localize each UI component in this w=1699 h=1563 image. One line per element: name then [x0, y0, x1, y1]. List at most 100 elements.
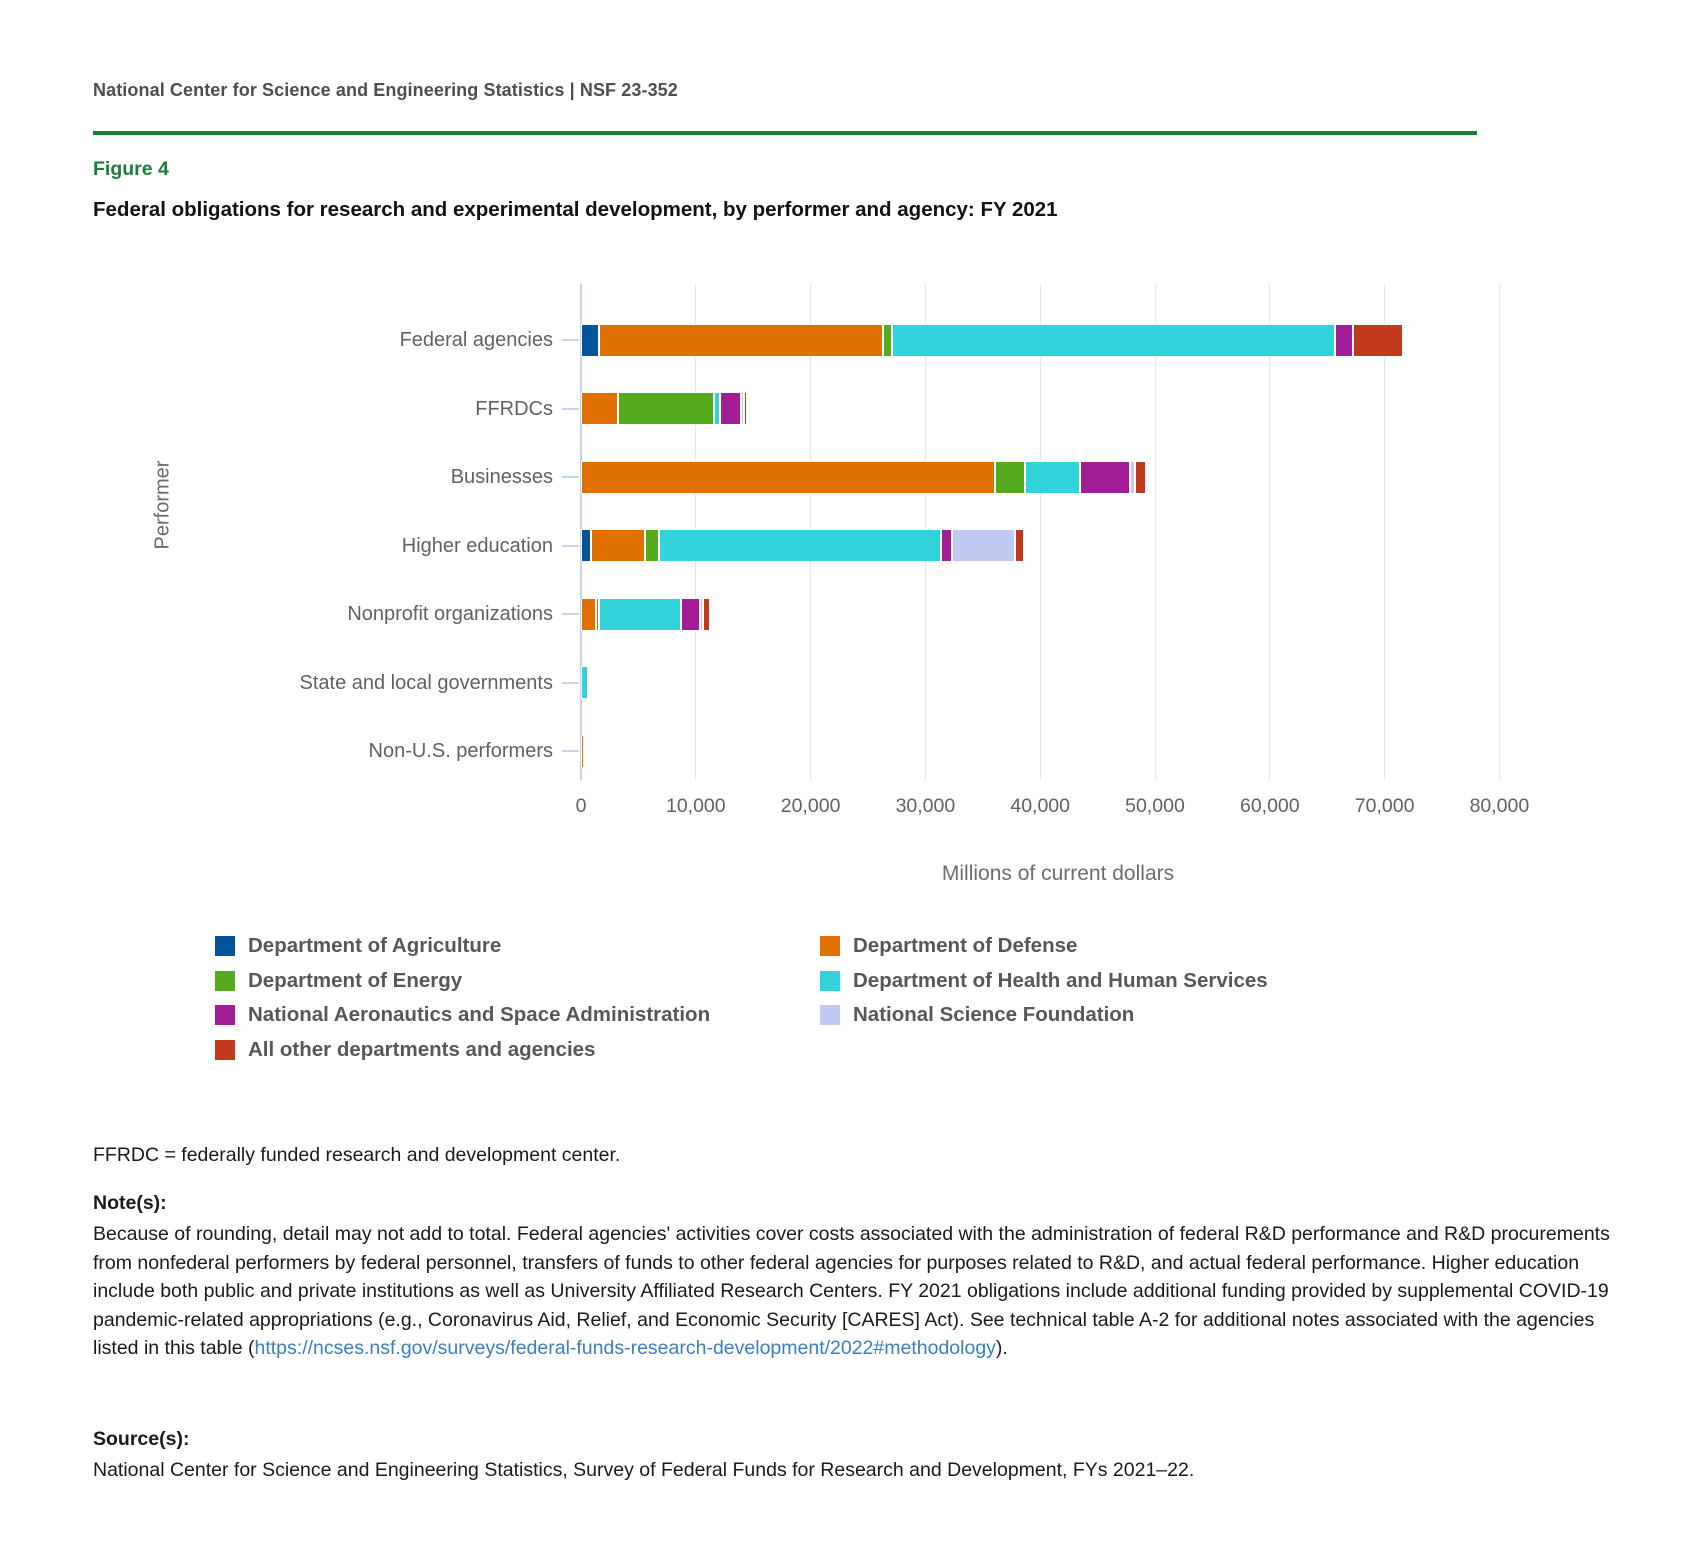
y-tick: [562, 613, 579, 615]
bar-segment-all-other-departments-and-agencies[interactable]: [702, 597, 710, 631]
bar-segment-national-science-foundation[interactable]: [951, 529, 1015, 562]
bar-segment-department-of-defense[interactable]: [581, 392, 619, 425]
bar-segment-national-science-foundation[interactable]: [699, 597, 703, 631]
x-tick-label: 0: [575, 795, 587, 817]
legend-swatch: [215, 936, 235, 956]
bar-chart: Performer 0 10,000 20,000 30,000 40,000 50,00…: [151, 284, 1529, 1072]
methodology-link[interactable]: https://ncses.nsf.gov/surveys/federal-fu…: [254, 1337, 996, 1359]
bar-segment-department-of-energy[interactable]: [995, 460, 1025, 494]
figure-label: Figure 4: [93, 158, 169, 180]
y-tick: [562, 681, 579, 684]
bar-segment-national-aeronautics-and-space-administration[interactable]: [1080, 460, 1131, 494]
notes-text: Because of rounding, detail may not add …: [93, 1220, 1615, 1363]
legend-swatch: [820, 936, 840, 956]
bar-segment-department-of-health-and-human-services[interactable]: [659, 529, 941, 562]
legend-item-national-science-foundation[interactable]: National Science Foundation: [820, 1003, 1268, 1027]
bar-segment-department-of-energy[interactable]: [645, 529, 660, 562]
bar-segment-all-other-departments-and-agencies[interactable]: [1353, 323, 1404, 357]
legend-swatch: [215, 1005, 235, 1025]
bar-segment-national-science-foundation[interactable]: [1130, 460, 1135, 494]
bar-segment-department-of-agriculture[interactable]: [581, 323, 600, 357]
report-header: National Center for Science and Engineer…: [93, 80, 678, 100]
bar-segment-department-of-energy[interactable]: [883, 323, 892, 357]
figure-title: Federal obligations for research and exp…: [93, 198, 1058, 221]
legend-label: All other departments and agencies: [248, 1037, 596, 1061]
bar-segment-department-of-defense[interactable]: [581, 597, 597, 631]
legend-label: National Science Foundation: [853, 1003, 1135, 1026]
category-label: Federal agencies: [399, 329, 553, 351]
bar-segment-all-other-departments-and-agencies[interactable]: [1134, 460, 1146, 494]
divider-rule: [93, 131, 1477, 135]
legend-swatch: [215, 1039, 235, 1060]
bar-segment-department-of-energy[interactable]: [618, 392, 715, 425]
source-text: National Center for Science and Engineer…: [93, 1459, 1195, 1481]
legend-column-right: Department of Defense Department of Healt…: [820, 934, 1268, 1038]
legend-label: Department of Agriculture: [248, 934, 502, 957]
abbreviation-note: FFRDC = federally funded research and de…: [93, 1144, 621, 1166]
bar-segment-national-aeronautics-and-space-administration[interactable]: [720, 392, 741, 425]
bar-segment-department-of-defense[interactable]: [581, 460, 996, 494]
bar-segment-department-of-health-and-human-services[interactable]: [581, 666, 588, 699]
gridline: [1269, 284, 1271, 780]
bar-segment-national-science-foundation[interactable]: [740, 392, 744, 425]
legend-label: National Aeronautics and Space Administr…: [248, 1003, 711, 1026]
bar-segment-national-aeronautics-and-space-administration[interactable]: [940, 529, 952, 562]
bar-segment-department-of-health-and-human-services[interactable]: [891, 323, 1335, 357]
y-tick: [562, 339, 579, 341]
legend-item-department-of-agriculture[interactable]: Department of Agriculture: [215, 934, 710, 958]
bar-segment-department-of-defense[interactable]: [591, 529, 646, 562]
gridline: [1039, 284, 1041, 780]
bar-state-and-local-governments: [581, 666, 588, 699]
category-label: Nonprofit organizations: [347, 603, 553, 625]
x-tick-label: 50,000: [1125, 795, 1185, 817]
bar-segment-all-other-departments-and-agencies[interactable]: [743, 392, 748, 425]
y-tick: [562, 407, 579, 410]
bar-segment-department-of-health-and-human-services[interactable]: [599, 597, 681, 631]
bar-segment-department-of-energy[interactable]: [596, 597, 600, 631]
bar-higher-education: [581, 529, 1024, 562]
category-label: Higher education: [401, 534, 553, 557]
bar-segment-national-aeronautics-and-space-administration[interactable]: [1334, 323, 1354, 357]
bar-segment-department-of-agriculture[interactable]: [581, 529, 592, 562]
x-tick-label: 60,000: [1239, 795, 1300, 817]
x-tick-label: 30,000: [895, 795, 956, 817]
bar-segment-national-aeronautics-and-space-administration[interactable]: [680, 597, 700, 631]
gridline: [1154, 284, 1156, 780]
category-label: Businesses: [450, 466, 553, 488]
category-label: State and local governments: [299, 671, 554, 694]
legend-item-department-of-health-and-human-services[interactable]: Department of Health and Human Services: [820, 969, 1268, 993]
bar-segment-department-of-health-and-human-services[interactable]: [714, 392, 721, 425]
legend-label: Department of Defense: [853, 934, 1078, 957]
bar-non-u-s-performers: [581, 734, 584, 768]
legend-swatch: [820, 1005, 840, 1025]
x-tick-label: 70,000: [1354, 795, 1415, 817]
bar-ffrdcs: [581, 392, 748, 425]
notes-label: Note(s):: [93, 1192, 167, 1214]
x-axis-title: Millions of current dollars: [941, 862, 1175, 885]
gridline: [1384, 284, 1386, 780]
y-tick: [562, 750, 579, 752]
gridline: [1498, 284, 1500, 780]
legend-item-department-of-defense[interactable]: Department of Defense: [820, 934, 1268, 958]
legend-label: Department of Energy: [248, 968, 463, 992]
x-tick-label: 20,000: [780, 795, 841, 817]
bar-segment-department-of-health-and-human-services[interactable]: [1024, 460, 1081, 494]
bar-businesses: [581, 460, 1146, 494]
legend-label: Department of Health and Human Services: [853, 968, 1268, 992]
source-label: Source(s):: [93, 1428, 190, 1450]
bar-federal-agencies: [581, 323, 1404, 357]
x-tick-label: 40,000: [1010, 795, 1071, 817]
notes-body-text: Because of rounding, detail may not add …: [93, 1223, 1610, 1359]
y-axis-title: Performer: [151, 460, 174, 550]
legend-item-national-aeronautics-and-space-administration[interactable]: National Aeronautics and Space Administr…: [215, 1003, 710, 1027]
legend-item-all-other-departments-and-agencies[interactable]: All other departments and agencies: [215, 1038, 710, 1062]
category-label: FFRDCs: [475, 397, 553, 420]
legend-swatch: [215, 970, 235, 991]
legend-column-left: Department of Agriculture Department of E…: [215, 934, 710, 1072]
bar-segment-all-other-departments-and-agencies[interactable]: [1014, 529, 1024, 562]
bar-segment-department-of-defense[interactable]: [581, 734, 584, 768]
legend-item-department-of-energy[interactable]: Department of Energy: [215, 969, 710, 993]
bar-segment-department-of-defense[interactable]: [599, 323, 884, 357]
bar-nonprofit-organizations: [581, 597, 710, 631]
